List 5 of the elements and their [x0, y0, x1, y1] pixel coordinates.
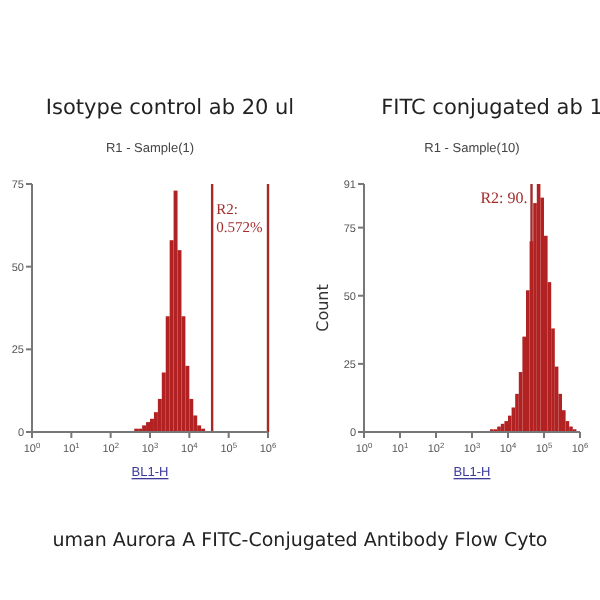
- text: uman Aurora A FITC-Conjugated Antibody Flow Cyto: [52, 530, 548, 552]
- annotation: R2: 90.: [480, 189, 528, 208]
- y-axis-title: Count: [314, 284, 332, 332]
- chart-title: Isotype control ab 20 ul: [45, 96, 295, 120]
- chart-title: FITC conjugated ab 1: [381, 96, 600, 120]
